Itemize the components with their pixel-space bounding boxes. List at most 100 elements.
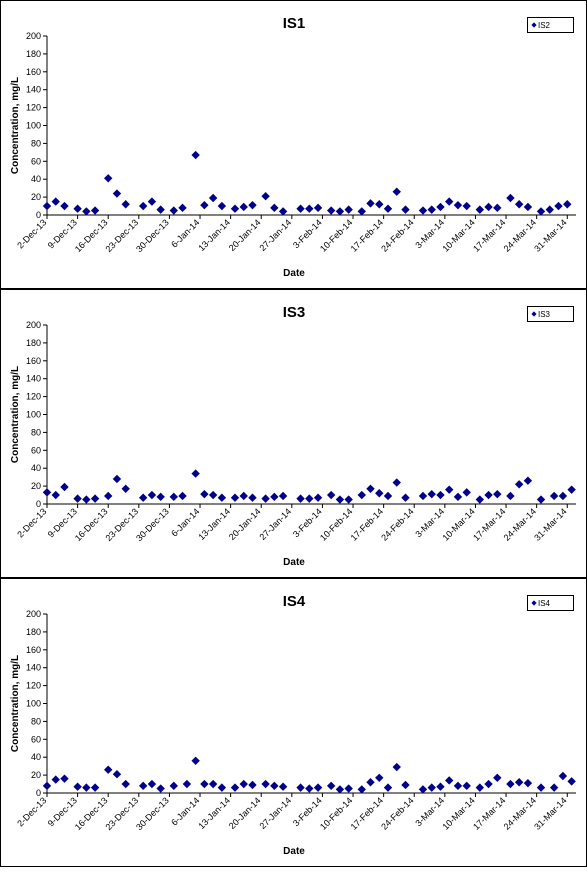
data-point [436,490,445,500]
data-point [278,207,288,216]
data-point [493,203,502,213]
data-point [261,494,270,503]
data-point [567,485,576,494]
data-point [523,202,533,212]
data-point [427,783,436,792]
data-point [138,493,148,502]
data-point [326,490,336,500]
data-point [178,491,187,501]
data-point [462,488,471,497]
data-point [392,478,401,487]
data-point [51,197,60,206]
y-tick-label: 200 [26,31,41,41]
data-point [178,203,187,213]
data-point [147,490,157,500]
legend-marker [531,22,537,28]
data-point [558,491,568,501]
legend-marker [531,311,537,317]
data-point [156,205,165,214]
y-tick-label: 140 [26,85,41,95]
data-point [563,200,572,209]
data-point [42,201,52,211]
chart-panel-1: IS10204060801001201401601802002-Dec-139-… [0,0,587,289]
data-point [475,783,485,792]
data-point [313,783,323,792]
data-point [558,771,568,781]
y-tick-label: 160 [26,645,41,655]
y-tick-label: 140 [26,374,41,384]
legend-marker [531,600,537,606]
data-point [121,200,130,209]
data-point [545,205,554,214]
data-point [42,488,52,497]
data-point [344,205,353,214]
x-axis-label: Date [283,268,305,279]
data-point [383,783,393,792]
data-point [73,494,82,503]
data-point [357,207,366,216]
data-point [445,197,454,206]
data-point [445,485,454,494]
y-tick-label: 180 [26,627,41,637]
y-tick-label: 60 [31,156,41,166]
data-point [313,493,323,502]
y-tick-label: 100 [26,410,41,420]
data-point [475,205,485,214]
y-axis-label: Concentration, mg/L [10,77,21,174]
data-point [191,469,200,478]
data-point [217,783,227,792]
data-point [392,187,401,196]
data-point [90,494,100,503]
y-tick-label: 120 [26,103,41,113]
data-point [436,202,445,212]
data-point [523,476,533,485]
data-point [230,783,240,792]
chart-panel-3: IS40204060801001201401601802002-Dec-139-… [0,578,587,867]
legend-box [527,306,574,322]
y-tick-label: 40 [31,463,41,473]
data-point [296,783,305,792]
data-point [217,201,227,211]
y-tick-label: 80 [31,138,41,148]
y-tick-label: 20 [31,770,41,780]
data-point [506,491,515,501]
data-point [514,480,524,489]
data-point [383,204,393,213]
legend-box [527,17,574,33]
y-tick-label: 80 [31,716,41,726]
data-point [230,204,240,213]
data-point [261,192,270,201]
x-axis-label: Date [283,557,305,568]
y-tick-label: 0 [36,210,41,220]
data-point [418,206,428,215]
data-point [383,491,393,501]
data-point [375,200,384,209]
panel-border [0,289,587,578]
data-point [549,491,559,501]
data-point [549,783,559,792]
data-point [147,197,157,206]
data-point [104,491,113,501]
data-point [156,492,165,502]
data-point [278,491,288,501]
chart-panel-2: IS30204060801001201401601802002-Dec-139-… [0,289,587,578]
data-point [484,202,493,212]
data-point [366,778,375,787]
data-point [73,782,82,791]
data-point [344,495,353,504]
data-point [60,482,69,492]
data-point [239,491,248,501]
data-point [104,174,113,183]
data-point [335,495,345,504]
y-tick-label: 180 [26,49,41,59]
data-point [191,150,200,160]
data-point [506,193,515,203]
chart-title: IS3 [283,304,306,321]
data-point [514,778,524,787]
data-point [335,207,345,216]
data-point [51,490,60,500]
data-point [278,782,288,791]
data-point [401,493,410,502]
y-tick-label: 160 [26,356,41,366]
